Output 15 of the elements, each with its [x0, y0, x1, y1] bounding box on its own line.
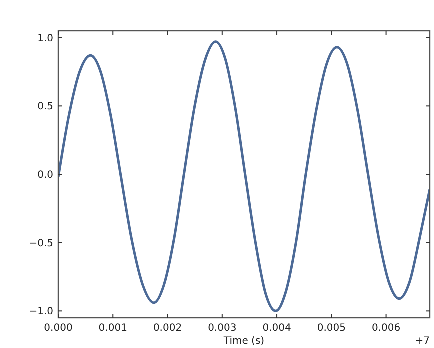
y-tick-label: 0.0 — [38, 170, 54, 181]
x-tick-label: 0.002 — [153, 323, 182, 334]
x-tick-label: 0.001 — [98, 323, 128, 334]
x-tick-label: 0.006 — [372, 323, 401, 334]
y-tick-label: 0.5 — [38, 102, 54, 113]
x-tick-label: 0.003 — [208, 323, 237, 334]
x-tick-label: 0.000 — [44, 323, 73, 334]
y-tick-label: −0.5 — [29, 238, 54, 250]
x-axis-title: Time (s) — [222, 336, 265, 347]
line-series — [58, 40, 430, 312]
x-tick-label: 0.005 — [317, 323, 346, 334]
x-tick-label: 0.004 — [262, 323, 292, 334]
text: +7 — [415, 336, 430, 347]
y-tick-label: −1.0 — [29, 306, 54, 318]
y-tick-label: 1.0 — [38, 33, 54, 44]
